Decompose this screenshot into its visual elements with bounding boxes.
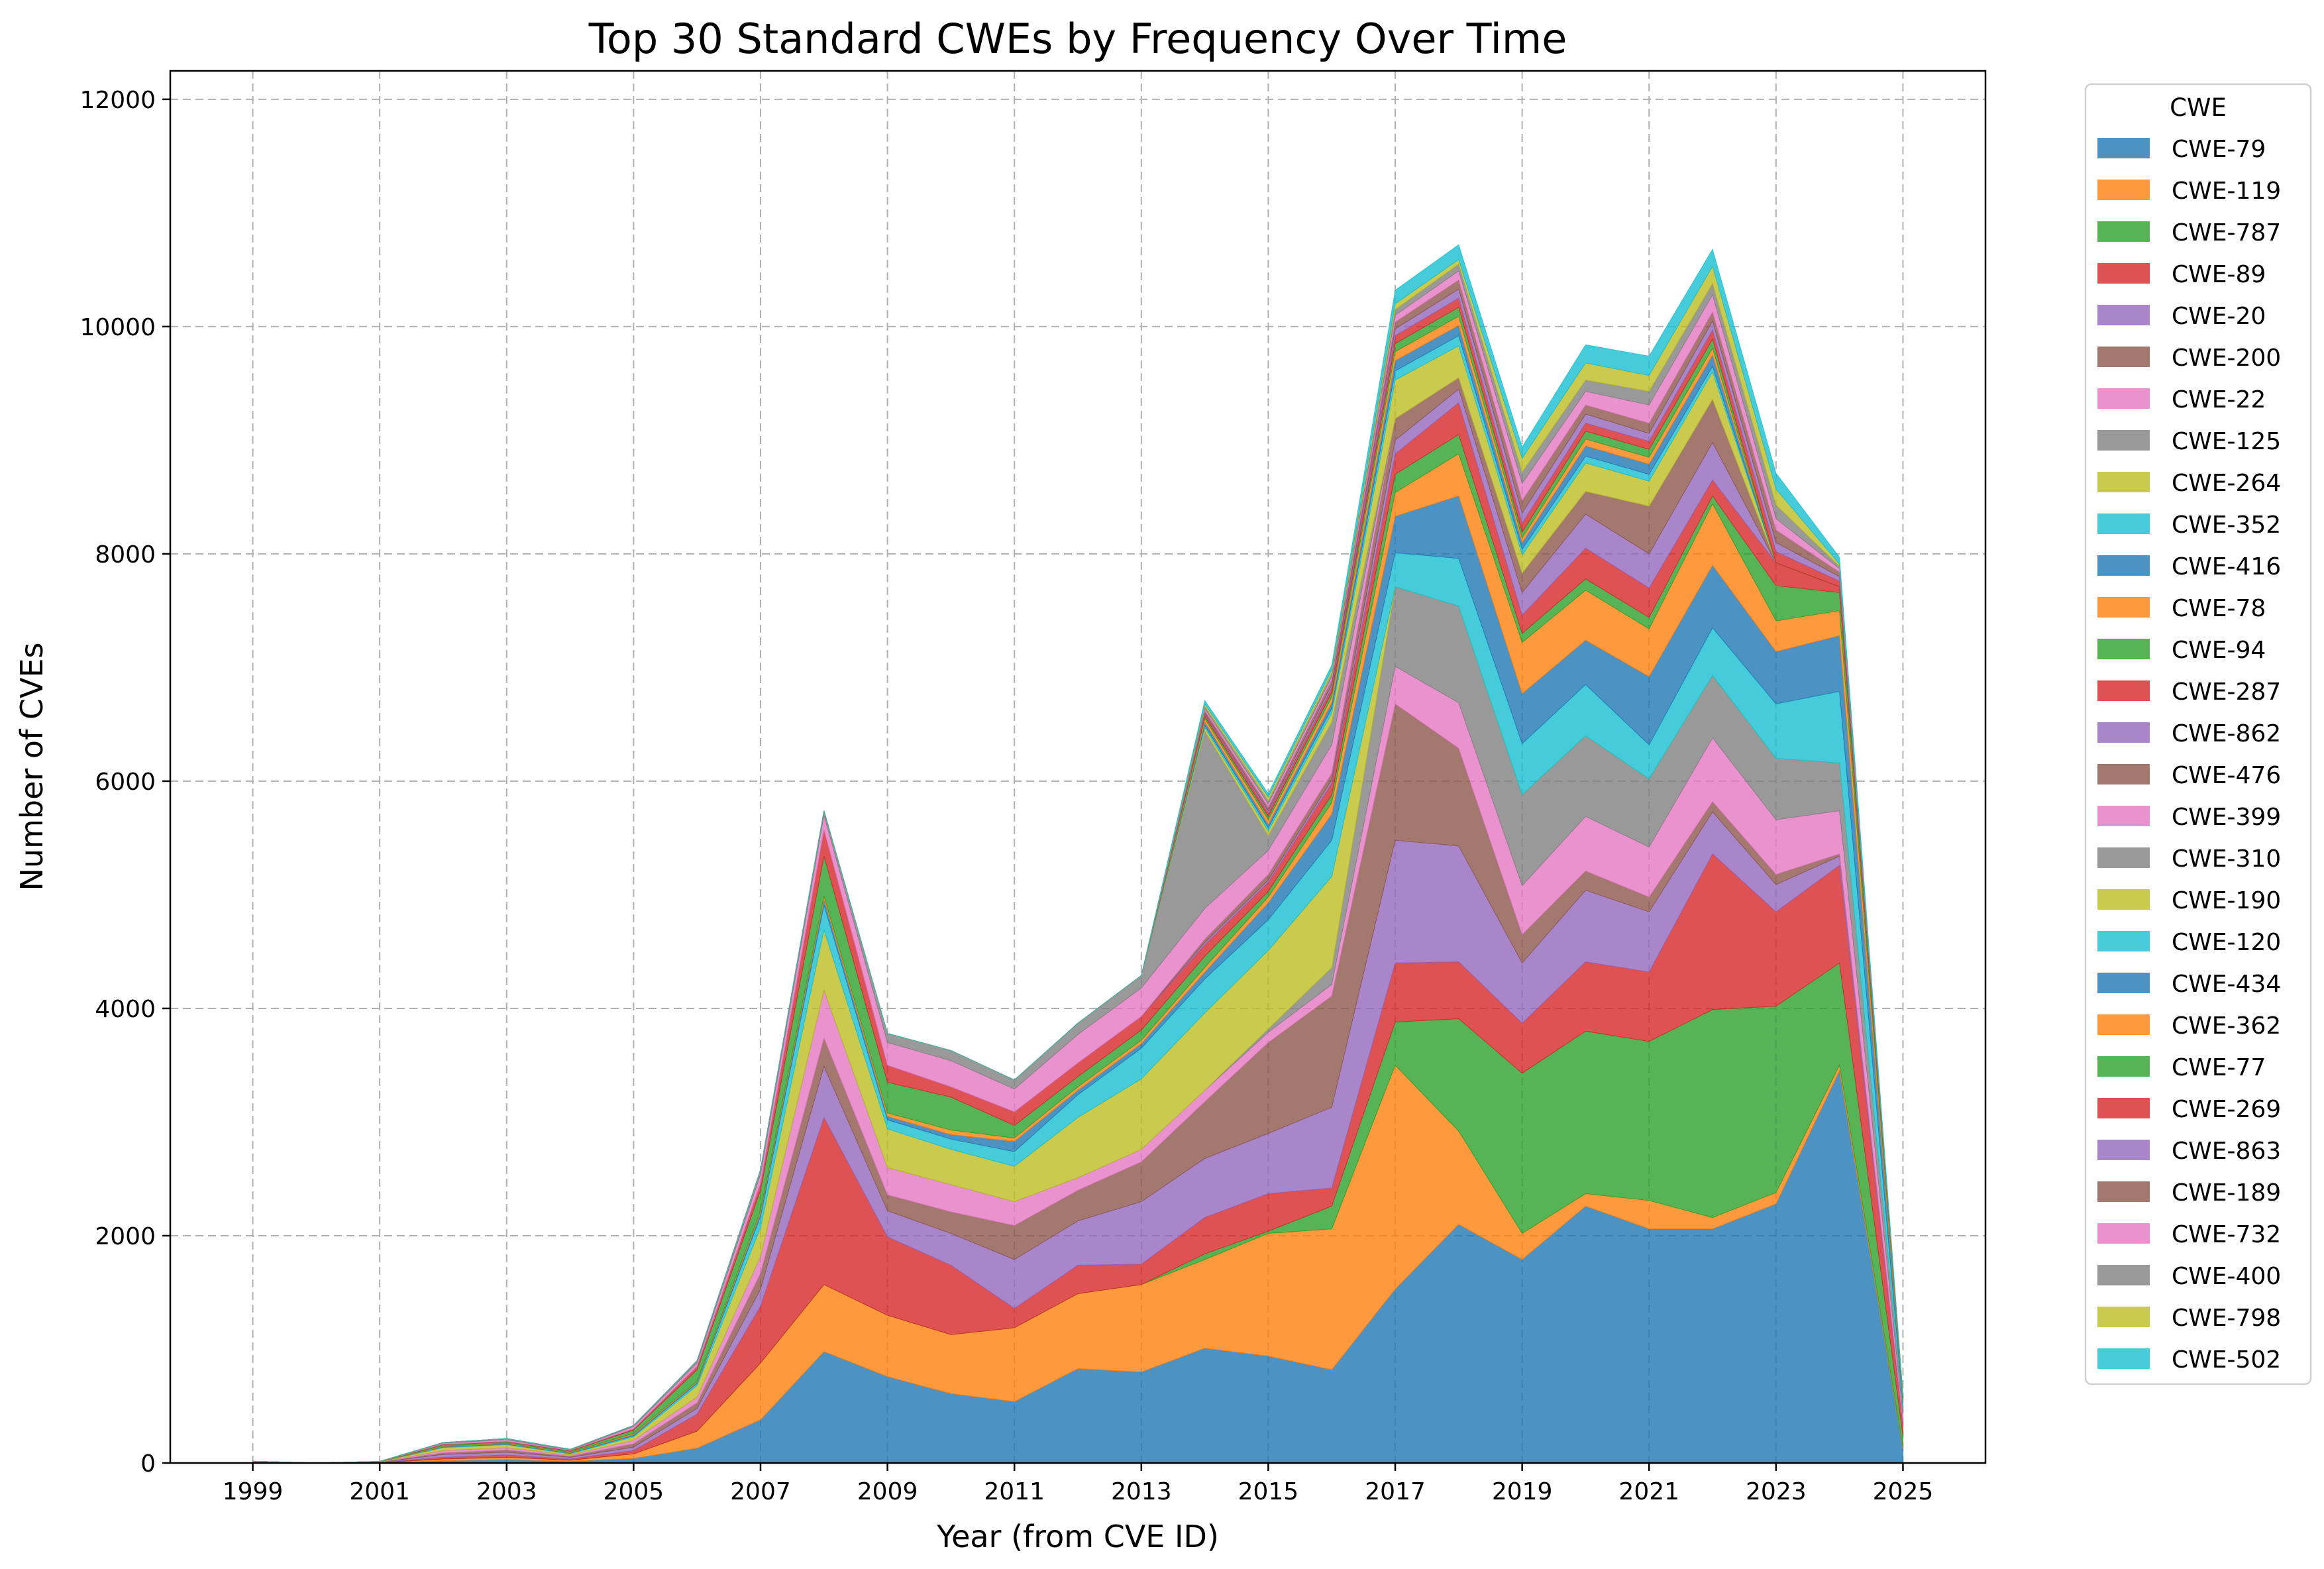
legend-label-cwe-119: CWE-119 — [2172, 178, 2281, 205]
legend-swatch-cwe-79 — [2097, 138, 2150, 158]
legend-label-cwe-20: CWE-20 — [2172, 303, 2266, 330]
legend-swatch-cwe-476 — [2097, 764, 2150, 784]
legend-swatch-cwe-400 — [2097, 1265, 2150, 1285]
legend-label-cwe-416: CWE-416 — [2172, 553, 2281, 580]
y-tick-label: 6000 — [95, 769, 156, 796]
legend-label-cwe-190: CWE-190 — [2172, 887, 2281, 914]
legend-label-cwe-310: CWE-310 — [2172, 845, 2281, 873]
chart-title: Top 30 Standard CWEs by Frequency Over T… — [588, 15, 1567, 63]
legend-swatch-cwe-434 — [2097, 973, 2150, 993]
x-tick-label: 2005 — [604, 1478, 664, 1505]
x-tick-label: 2001 — [349, 1478, 410, 1505]
y-axis-label: Number of CVEs — [14, 643, 50, 891]
x-tick-label: 2017 — [1365, 1478, 1426, 1505]
x-tick-label: 2025 — [1873, 1478, 1934, 1505]
y-tick-label: 10000 — [79, 314, 156, 341]
x-tick-label: 2003 — [476, 1478, 537, 1505]
legend-swatch-cwe-352 — [2097, 514, 2150, 534]
legend-label-cwe-399: CWE-399 — [2172, 804, 2281, 831]
legend-label-cwe-502: CWE-502 — [2172, 1346, 2281, 1374]
legend-label-cwe-89: CWE-89 — [2172, 261, 2266, 288]
legend-swatch-cwe-22 — [2097, 388, 2150, 409]
legend-swatch-cwe-863 — [2097, 1140, 2150, 1160]
legend-swatch-cwe-89 — [2097, 263, 2150, 284]
legend-label-cwe-200: CWE-200 — [2172, 345, 2281, 372]
area-cwe-502 — [252, 244, 1903, 1464]
axis-ticks: 1999 2001 2003 2005 2007 2009 2011 2013 2015 2017… — [79, 87, 1933, 1505]
x-tick-label: 1999 — [223, 1478, 284, 1505]
legend-swatch-cwe-119 — [2097, 180, 2150, 200]
legend-label-cwe-269: CWE-269 — [2172, 1096, 2281, 1123]
legend-swatch-cwe-787 — [2097, 221, 2150, 242]
legend-label-cwe-77: CWE-77 — [2172, 1054, 2266, 1081]
y-tick-label: 12000 — [79, 87, 156, 114]
legend-swatch-cwe-94 — [2097, 639, 2150, 659]
legend-label-cwe-798: CWE-798 — [2172, 1305, 2281, 1332]
legend-label-cwe-120: CWE-120 — [2172, 929, 2281, 956]
legend-label-cwe-264: CWE-264 — [2172, 470, 2281, 497]
legend-label-cwe-434: CWE-434 — [2172, 971, 2281, 998]
legend-label-cwe-732: CWE-732 — [2172, 1221, 2281, 1248]
legend-swatch-cwe-120 — [2097, 931, 2150, 951]
legend-label-cwe-362: CWE-362 — [2172, 1012, 2281, 1040]
x-tick-label: 2009 — [857, 1478, 918, 1505]
y-tick-label: 8000 — [95, 541, 156, 568]
legend-swatch-cwe-125 — [2097, 430, 2150, 451]
legend: CWE CWE-79CWE-119CWE-787CWE-89CWE-20CWE-… — [2084, 83, 2312, 1385]
legend-swatch-cwe-416 — [2097, 555, 2150, 576]
legend-label-cwe-862: CWE-862 — [2172, 720, 2281, 747]
x-tick-label: 2013 — [1111, 1478, 1172, 1505]
x-axis-label: Year (from CVE ID) — [936, 1519, 1219, 1554]
legend-label-cwe-863: CWE-863 — [2172, 1138, 2281, 1165]
legend-label-cwe-125: CWE-125 — [2172, 428, 2281, 455]
x-tick-label: 2023 — [1746, 1478, 1807, 1505]
legend-swatch-cwe-190 — [2097, 889, 2150, 910]
legend-swatch-cwe-362 — [2097, 1014, 2150, 1035]
legend-label-cwe-189: CWE-189 — [2172, 1179, 2281, 1207]
legend-swatch-cwe-77 — [2097, 1056, 2150, 1077]
legend-label-cwe-476: CWE-476 — [2172, 762, 2281, 789]
legend-swatch-cwe-287 — [2097, 680, 2150, 701]
legend-label-cwe-79: CWE-79 — [2172, 136, 2266, 163]
legend-swatch-cwe-20 — [2097, 305, 2150, 325]
area-series-layer — [252, 244, 1903, 1464]
y-tick-label: 0 — [140, 1450, 156, 1478]
y-tick-label: 2000 — [95, 1223, 156, 1250]
legend-label-cwe-22: CWE-22 — [2172, 386, 2266, 413]
x-tick-label: 2015 — [1238, 1478, 1299, 1505]
legend-label-cwe-287: CWE-287 — [2172, 678, 2281, 706]
legend-swatch-cwe-269 — [2097, 1098, 2150, 1118]
legend-label-cwe-400: CWE-400 — [2172, 1263, 2281, 1290]
x-tick-label: 2007 — [730, 1478, 791, 1505]
legend-swatch-cwe-399 — [2097, 806, 2150, 826]
legend-items: CWE-79 CWE-119 CWE-787 CWE-89 CWE-20 CWE-200 C… — [2097, 136, 2281, 1374]
legend-label-cwe-78: CWE-78 — [2172, 595, 2266, 622]
legend-swatch-cwe-78 — [2097, 597, 2150, 618]
legend-swatch-cwe-200 — [2097, 347, 2150, 367]
legend-swatch-cwe-862 — [2097, 722, 2150, 743]
x-tick-label: 2011 — [984, 1478, 1045, 1505]
plot-frame — [169, 70, 1987, 1464]
x-tick-label: 2021 — [1618, 1478, 1679, 1505]
legend-swatch-cwe-798 — [2097, 1307, 2150, 1327]
legend-swatch-cwe-189 — [2097, 1181, 2150, 1202]
legend-title: CWE — [2170, 93, 2227, 122]
x-tick-label: 2019 — [1492, 1478, 1553, 1505]
legend-swatch-cwe-732 — [2097, 1223, 2150, 1244]
y-tick-label: 4000 — [95, 996, 156, 1023]
legend-label-cwe-352: CWE-352 — [2172, 512, 2281, 539]
legend-label-cwe-787: CWE-787 — [2172, 219, 2281, 246]
legend-label-cwe-94: CWE-94 — [2172, 637, 2266, 664]
legend-swatch-cwe-502 — [2097, 1348, 2150, 1369]
legend-swatch-cwe-264 — [2097, 472, 2150, 492]
legend-swatch-cwe-310 — [2097, 847, 2150, 868]
